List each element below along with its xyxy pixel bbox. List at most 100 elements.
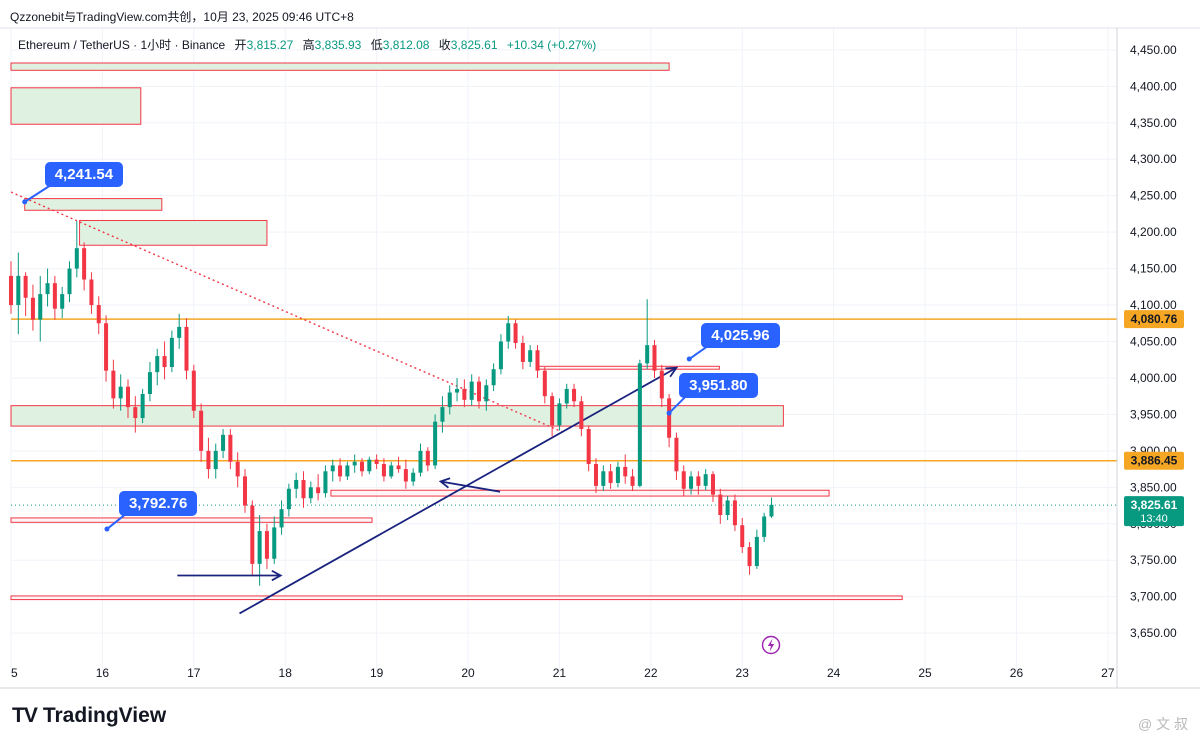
candle-body bbox=[242, 476, 248, 506]
candle-body bbox=[286, 488, 291, 510]
x-tick-label: 20 bbox=[461, 666, 475, 680]
candle-body bbox=[359, 461, 365, 472]
resistance-zone-box bbox=[10, 517, 373, 523]
price-callout[interactable]: 3,951.80 bbox=[679, 373, 758, 399]
candle-body bbox=[520, 342, 525, 362]
axes: 3,650.003,700.003,750.003,800.003,850.00… bbox=[0, 27, 1200, 689]
candle-body bbox=[199, 410, 204, 451]
trend-lines bbox=[10, 191, 677, 615]
symbol-legend: Ethereum / TetherUS · 1小时 · Binance 开3,8… bbox=[18, 36, 596, 53]
candle-body bbox=[133, 407, 138, 419]
author-watermark: @ 文 叔 bbox=[1138, 716, 1188, 732]
x-tick-label: 25 bbox=[918, 666, 932, 680]
candle-body bbox=[718, 494, 723, 516]
price-callout[interactable]: 4,241.54 bbox=[44, 161, 124, 187]
candle-body bbox=[177, 326, 182, 338]
candle-body bbox=[23, 275, 28, 298]
close-label: 收 bbox=[438, 38, 451, 52]
annotation-arrow-head bbox=[271, 569, 283, 582]
x-tick-label: 23 bbox=[736, 666, 750, 680]
candle-body bbox=[228, 434, 233, 462]
candle-body bbox=[696, 476, 701, 486]
change-value: +10.34 (+0.27%) bbox=[506, 38, 597, 52]
x-tick-label: 21 bbox=[553, 666, 567, 680]
annotation-arrows bbox=[177, 366, 679, 582]
candle-body bbox=[403, 469, 408, 482]
candle-body bbox=[264, 531, 269, 559]
candle-body bbox=[601, 471, 606, 486]
candle-body bbox=[235, 461, 240, 477]
x-tick-label: 26 bbox=[1010, 666, 1024, 680]
y-tick-label: 3,850.00 bbox=[1130, 480, 1177, 494]
candle-body bbox=[762, 516, 767, 537]
candle-body bbox=[433, 421, 438, 466]
candle-body bbox=[125, 386, 131, 408]
candle-body bbox=[637, 363, 642, 486]
candle-body bbox=[769, 504, 774, 517]
candle-body bbox=[652, 345, 657, 371]
candle-body bbox=[45, 283, 50, 295]
candle-body bbox=[681, 471, 686, 489]
price-callout[interactable]: 4,025.96 bbox=[701, 323, 780, 349]
x-tick-label: 24 bbox=[827, 666, 841, 680]
candle-body bbox=[323, 471, 328, 494]
candle-body bbox=[16, 275, 21, 306]
candle-body bbox=[162, 356, 167, 368]
candle-body bbox=[732, 500, 737, 526]
candle-body bbox=[667, 398, 672, 438]
descending-trendline bbox=[10, 191, 565, 434]
y-tick-label: 4,100.00 bbox=[1130, 298, 1177, 312]
demand-zone-box bbox=[10, 62, 670, 71]
y-tick-label: 4,450.00 bbox=[1130, 43, 1177, 57]
x-tick-label: 22 bbox=[644, 666, 658, 680]
chart-source-line: Qzzonebit与TradingView.com共创，10月 23, 2025… bbox=[10, 10, 354, 24]
open-value: 3,815.27 bbox=[246, 38, 294, 52]
ascending-trendline bbox=[239, 366, 677, 615]
candle-body bbox=[528, 350, 533, 362]
candle-body bbox=[338, 465, 343, 477]
tradingview-brand[interactable]: TV TradingView bbox=[12, 704, 166, 728]
candle-body bbox=[469, 381, 474, 400]
candle-body bbox=[169, 337, 174, 368]
bolt-icon[interactable] bbox=[761, 635, 781, 655]
candle-body bbox=[455, 388, 460, 393]
price-tag-box bbox=[1124, 451, 1184, 470]
high-label: 高 bbox=[302, 38, 315, 52]
callout-anchor-dot bbox=[104, 526, 110, 532]
candle-body bbox=[506, 323, 511, 342]
candle-body bbox=[330, 465, 335, 472]
y-tick-label: 4,300.00 bbox=[1130, 152, 1177, 166]
candle-body bbox=[586, 428, 591, 464]
callout-anchor-dot bbox=[686, 356, 692, 362]
demand-zone-box bbox=[79, 219, 268, 246]
candle-body bbox=[630, 476, 635, 486]
candle-body bbox=[8, 275, 14, 306]
candle-body bbox=[60, 294, 65, 309]
candle-body bbox=[74, 248, 79, 269]
candle-body bbox=[462, 388, 467, 400]
candle-body bbox=[440, 407, 445, 422]
candle-body bbox=[396, 465, 401, 470]
close-value: 3,825.61 bbox=[450, 38, 498, 52]
candle-body bbox=[104, 323, 109, 371]
low-label: 低 bbox=[370, 38, 383, 52]
candle-body bbox=[725, 500, 730, 516]
symbol-name[interactable]: Ethereum / TetherUS · 1小时 · Binance bbox=[18, 38, 226, 52]
candle-body bbox=[257, 531, 262, 564]
demand-zone-box bbox=[24, 198, 163, 211]
price-callout[interactable]: 3,792.76 bbox=[118, 491, 198, 517]
candle-body bbox=[374, 459, 379, 464]
callout-anchor-dot bbox=[22, 199, 28, 205]
y-tick-label: 3,950.00 bbox=[1130, 407, 1177, 421]
candle-body bbox=[352, 461, 357, 466]
candle-body bbox=[447, 392, 452, 408]
candle-body bbox=[710, 474, 716, 495]
callout-pointer bbox=[24, 183, 54, 203]
candle-body bbox=[52, 283, 57, 309]
candle-body bbox=[615, 466, 620, 483]
candle-body bbox=[572, 388, 577, 402]
candle-body bbox=[67, 268, 72, 295]
candle-body bbox=[674, 437, 679, 472]
x-tick-label: 17 bbox=[187, 666, 201, 680]
